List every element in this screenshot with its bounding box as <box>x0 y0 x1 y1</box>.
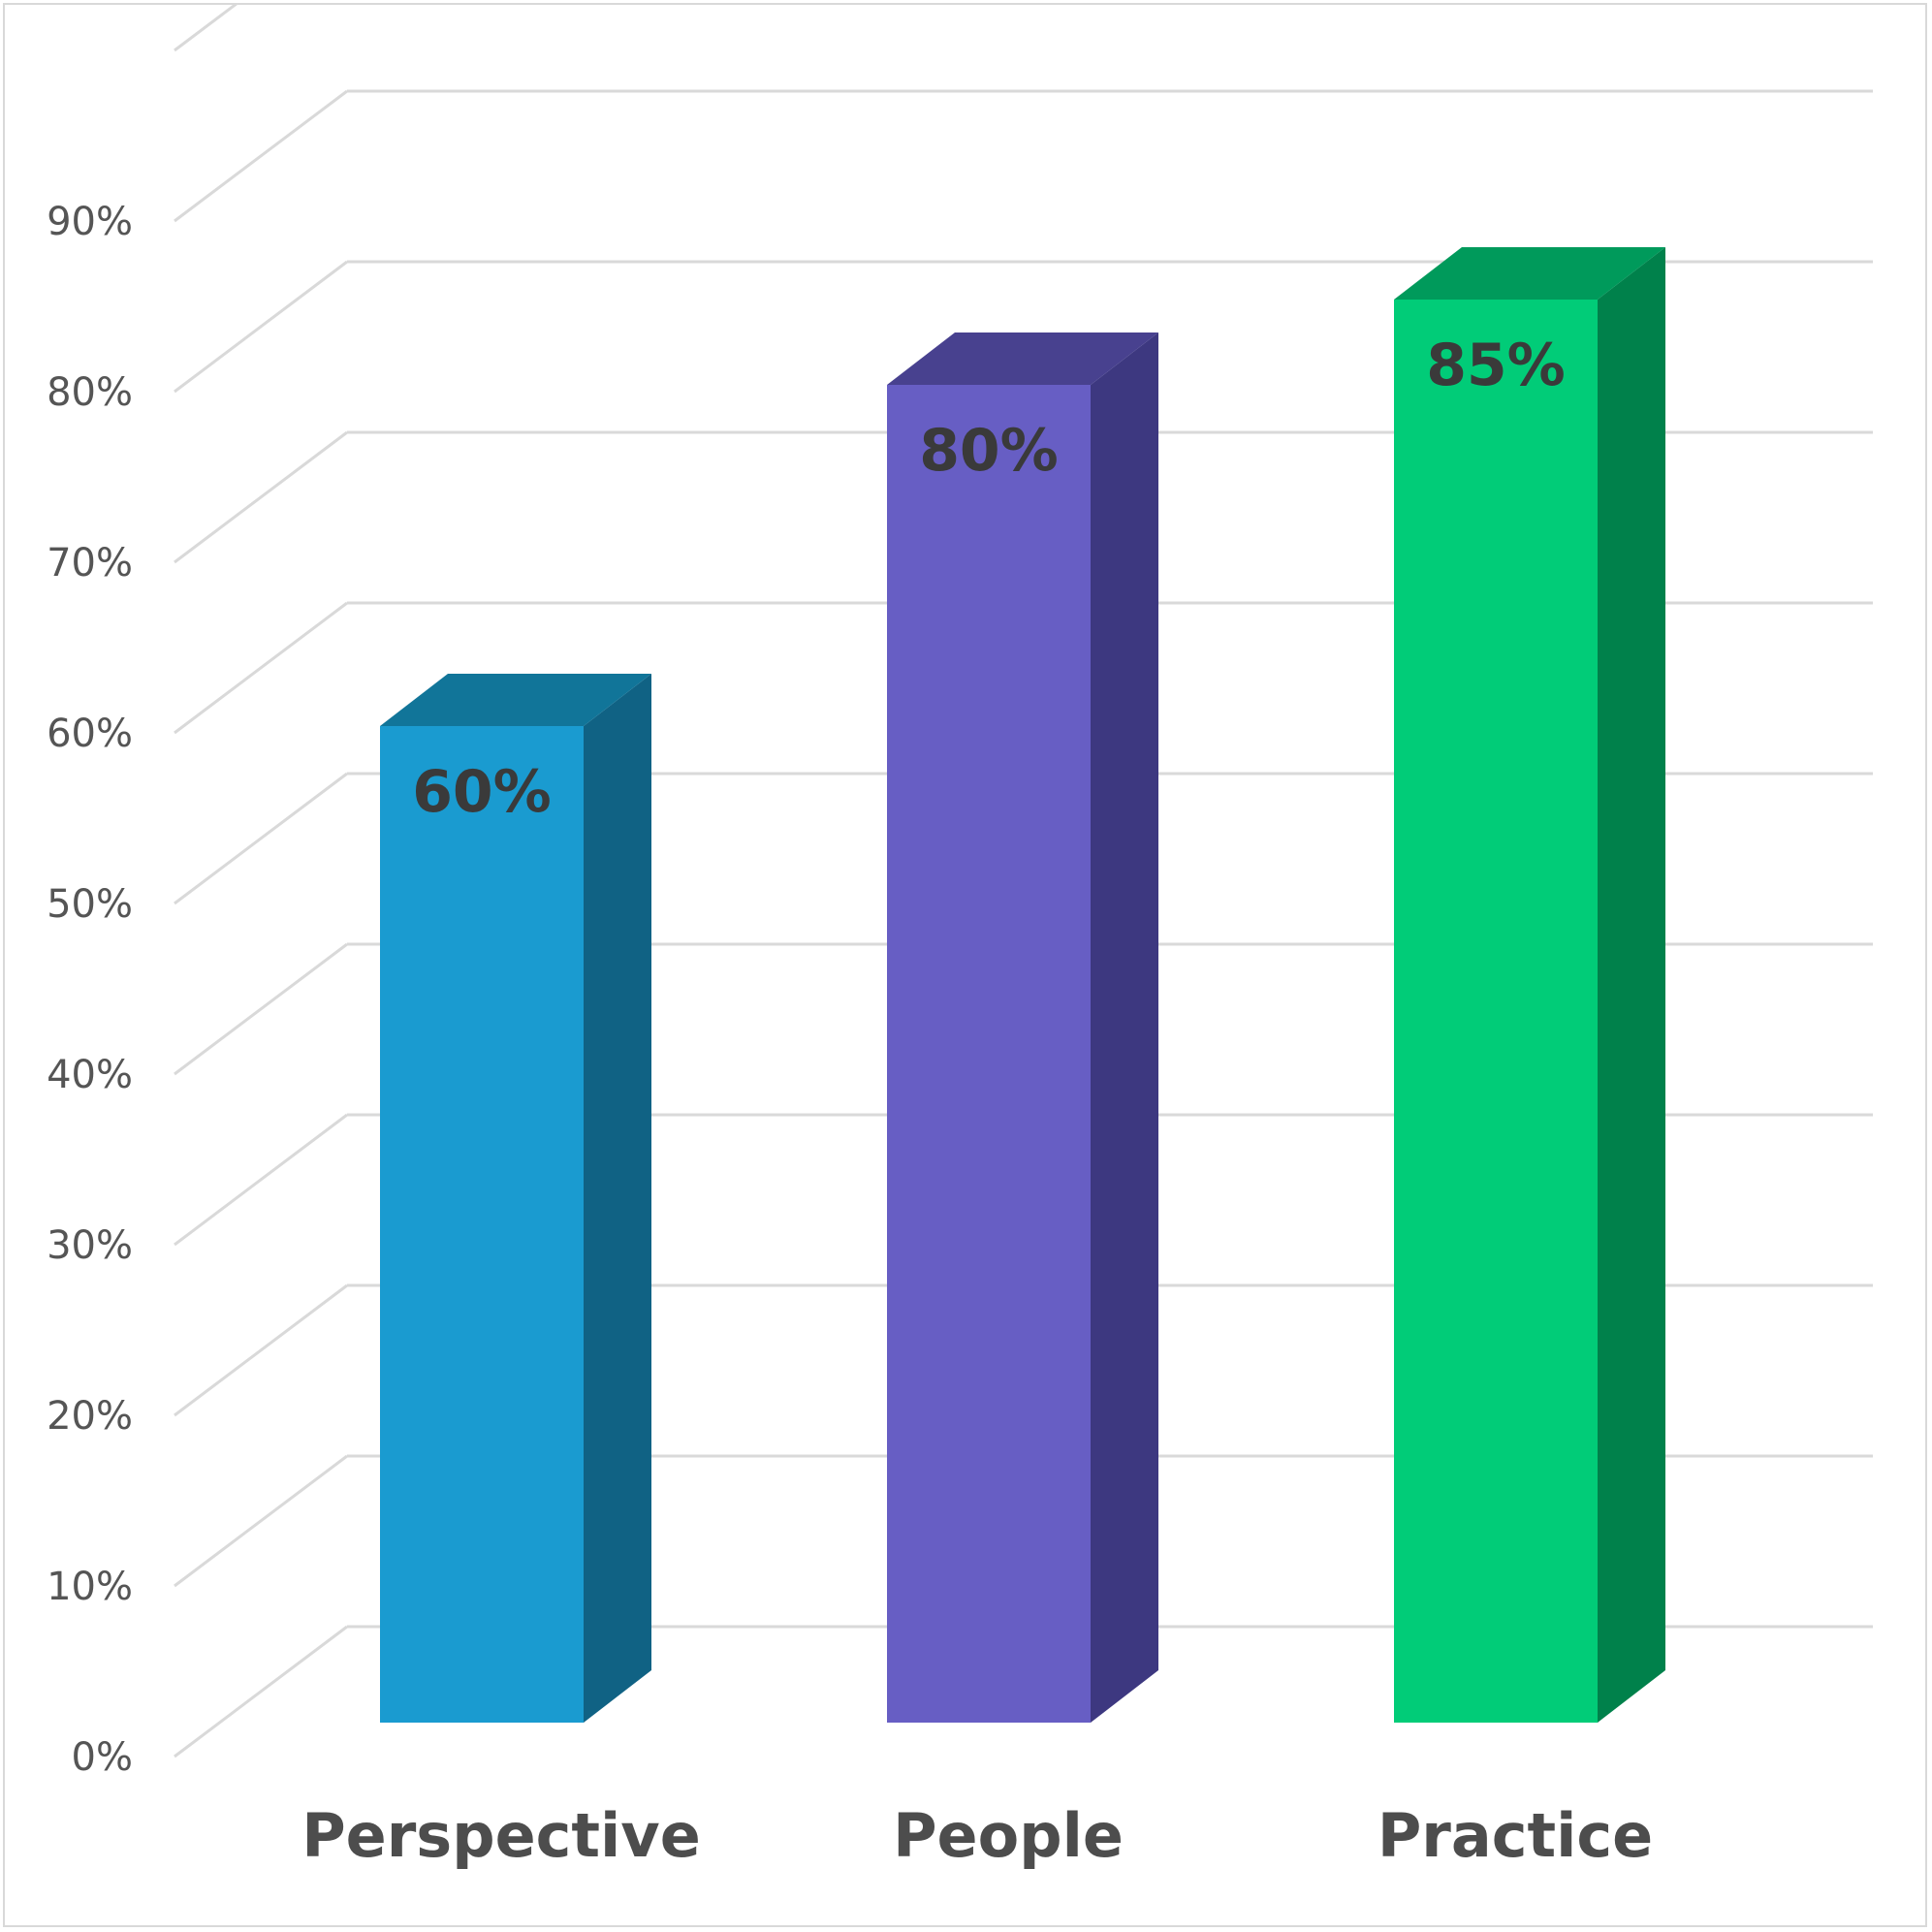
y-tick-label: 30% <box>47 1223 133 1268</box>
bar-front-face <box>887 385 1091 1723</box>
data-label: 80% <box>919 417 1059 485</box>
y-tick-label: 80% <box>47 370 133 415</box>
y-tick-label: 0% <box>72 1735 133 1780</box>
y-tick-label: 50% <box>47 882 133 927</box>
gridline-diagonal <box>174 430 348 564</box>
gridline-diagonal <box>174 1454 348 1588</box>
y-tick-label: 10% <box>47 1565 133 1609</box>
data-label: 60% <box>412 758 552 826</box>
gridline-diagonal <box>174 772 348 905</box>
bar-side-face <box>584 674 651 1723</box>
bars: 60% 80% 85% <box>380 247 1665 1723</box>
bar-people: 80% <box>887 333 1158 1723</box>
category-label: People <box>893 1800 1124 1871</box>
gridline-diagonal <box>174 89 348 223</box>
gridline-diagonal <box>174 260 348 394</box>
bar-side-face <box>1091 333 1158 1723</box>
y-tick-label: 90% <box>47 200 133 244</box>
y-tick-label: 70% <box>47 541 133 586</box>
bar-top-face <box>380 674 651 726</box>
bar-front-face <box>380 726 584 1723</box>
bar-practice: 85% <box>1394 247 1665 1723</box>
y-axis-ticks: 0% 10% 20% 30% 40% 50% 60% 70% 80% 90% <box>47 200 133 1780</box>
x-axis-categories: Perspective People Practice <box>301 1800 1653 1871</box>
y-tick-label: 20% <box>47 1394 133 1439</box>
category-label: Practice <box>1378 1800 1653 1871</box>
gridline-diagonal <box>174 1283 348 1417</box>
y-tick-label: 60% <box>47 712 133 756</box>
gridline-diagonal <box>174 1113 348 1247</box>
chart-frame: 0% 10% 20% 30% 40% 50% 60% 70% 80% 90% 60% 80% 85% … <box>3 3 1927 1927</box>
bar-perspective: 60% <box>380 674 651 1723</box>
gridline-diagonal <box>174 942 348 1076</box>
bar-chart: 0%10%20%30%40%50%60%70%80%90% 60%80%85% … <box>47 5 1873 1871</box>
category-label: Perspective <box>301 1800 701 1871</box>
y-tick-label: 40% <box>47 1053 133 1097</box>
bar-front-face <box>1394 300 1598 1723</box>
bar-side-face <box>1598 247 1665 1723</box>
gridline-diagonal <box>174 1625 348 1758</box>
gridline-diagonal <box>174 5 238 52</box>
bar-top-face <box>887 333 1158 385</box>
gridline-diagonal <box>174 601 348 735</box>
data-label: 85% <box>1426 332 1566 399</box>
bar-top-face <box>1394 247 1665 300</box>
